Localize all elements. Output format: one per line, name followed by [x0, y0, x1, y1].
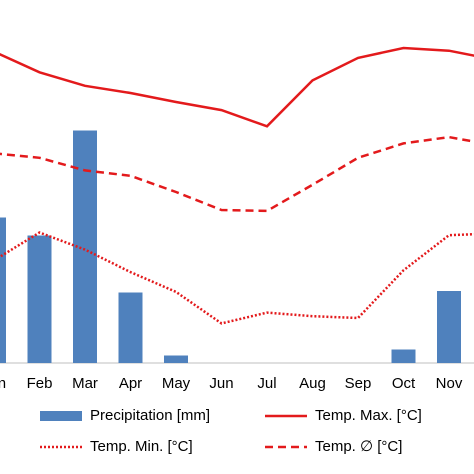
- legend-label: Temp. Max. [°C]: [315, 407, 422, 424]
- line-series: [0, 46, 474, 128]
- x-tick-label: Nov: [436, 375, 463, 392]
- bar: [0, 217, 6, 363]
- x-tick-label: Aug: [299, 375, 326, 392]
- legend-label: Temp. Min. [°C]: [90, 438, 193, 455]
- legend-label: Precipitation [mm]: [90, 407, 210, 424]
- x-tick-label: Sep: [345, 375, 372, 392]
- x-tick-label: Feb: [27, 375, 53, 392]
- legend-label: Temp. ∅ [°C]: [315, 438, 402, 455]
- bar: [164, 355, 188, 363]
- x-tick-label: Mar: [72, 375, 98, 392]
- x-tick-label: May: [162, 375, 191, 392]
- legend-swatch: [40, 411, 82, 421]
- x-tick-label: Apr: [119, 375, 142, 392]
- bar: [27, 235, 52, 363]
- line-series: [0, 231, 474, 325]
- x-tick-label: Jan: [0, 375, 6, 392]
- bar: [391, 349, 416, 363]
- line-series: [0, 135, 474, 213]
- bar: [118, 292, 143, 363]
- x-tick-label: Jul: [257, 375, 276, 392]
- bar: [437, 291, 461, 363]
- x-tick-label: Jun: [209, 375, 233, 392]
- x-tick-label: Oct: [392, 375, 416, 392]
